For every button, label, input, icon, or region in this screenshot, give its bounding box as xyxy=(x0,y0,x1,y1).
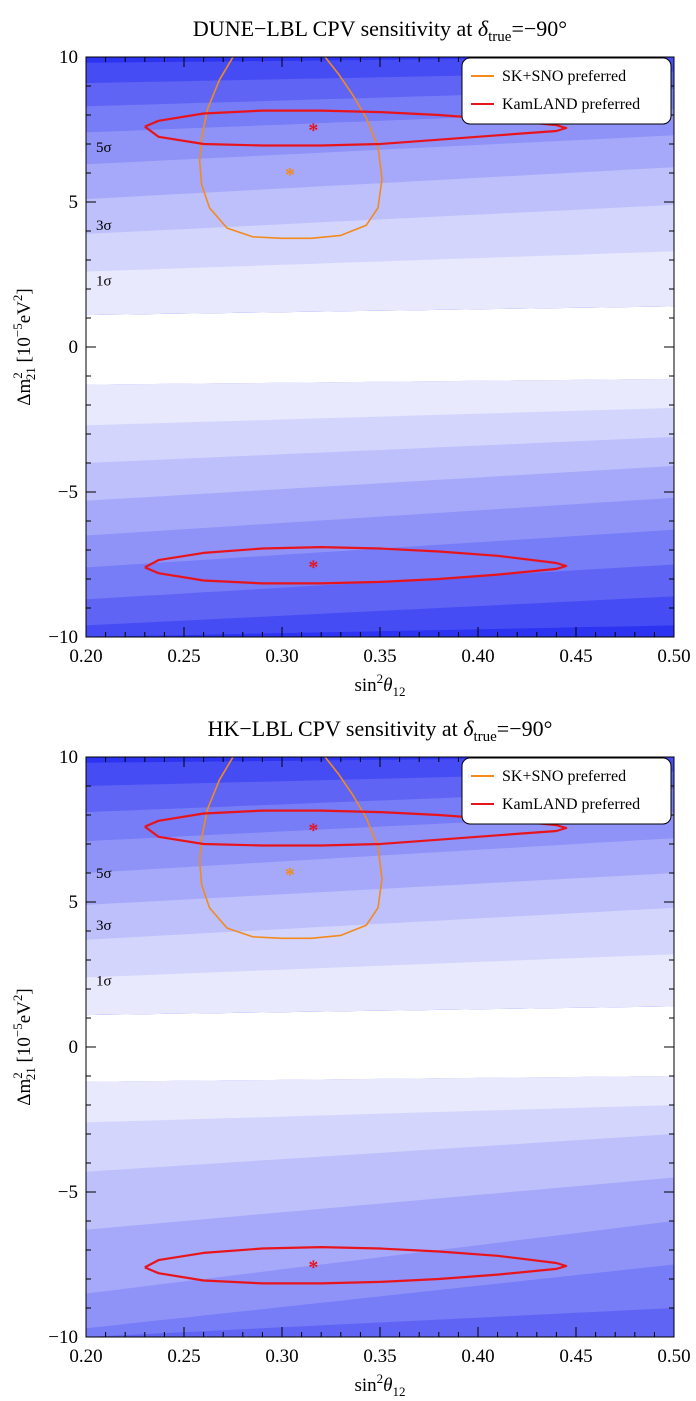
sigma-label: 3σ xyxy=(96,918,112,934)
contour-bands-lower-top xyxy=(81,1076,679,1342)
sigma-label: 3σ xyxy=(96,218,112,234)
x-axis-label: sin2θ12 xyxy=(354,671,405,699)
best-fit-star-marker: * xyxy=(285,164,295,186)
sigma-label: 5σ xyxy=(96,140,112,156)
hk-sensitivity-panel: * * * 0.20 0.25 0.30 0.35 0.40 0.45 0.50 −10 −5 0 5 10… xyxy=(0,700,696,1400)
contour-band-central xyxy=(86,1006,674,1081)
x-axis-label: sin2θ12 xyxy=(354,1371,405,1399)
x-tick-label: 0.25 xyxy=(167,646,200,667)
sigma-label: 1σ xyxy=(96,973,112,989)
x-tick-label: 0.20 xyxy=(69,646,102,667)
y-tick-label: −5 xyxy=(58,1182,78,1203)
contour-band-central xyxy=(86,306,674,384)
chart-title: HK−LBL CPV sensitivity at δtrue=−90° xyxy=(208,716,553,745)
contour-bands xyxy=(81,752,679,1342)
x-tick-label: 0.20 xyxy=(69,1346,102,1367)
chart-title: DUNE−LBL CPV sensitivity at δtrue=−90° xyxy=(193,16,567,45)
legend: SK+SNO preferred KamLAND preferred xyxy=(462,758,671,824)
dune-contour-chart: * * * 0.20 0.25 0.30 0.35 0.40 0.45 0.50 −10 −5 0 5 10… xyxy=(0,0,696,700)
sigma-label: 5σ xyxy=(96,866,112,882)
x-tick-label: 0.45 xyxy=(559,646,592,667)
y-tick-label: 10 xyxy=(59,47,78,68)
x-tick-label: 0.40 xyxy=(461,646,494,667)
dune-sensitivity-panel: * * * 0.20 0.25 0.30 0.35 0.40 0.45 0.50 −10 −5 0 5 10… xyxy=(0,0,696,700)
y-tick-label: −10 xyxy=(48,1327,78,1348)
x-tick-label: 0.30 xyxy=(265,1346,298,1367)
y-tick-label: 5 xyxy=(69,192,79,213)
contour-bands-lower-top xyxy=(81,379,679,642)
x-tick-label: 0.50 xyxy=(657,1346,690,1367)
legend-entry-label: SK+SNO preferred xyxy=(502,768,626,785)
x-tick-label: 0.45 xyxy=(559,1346,592,1367)
best-fit-star-marker: * xyxy=(285,864,295,886)
x-tick-label: 0.35 xyxy=(363,1346,396,1367)
best-fit-star-marker: * xyxy=(308,557,318,579)
legend: SK+SNO preferred KamLAND preferred xyxy=(462,58,671,124)
legend-entry-label: KamLAND preferred xyxy=(502,96,640,113)
y-axis-label: Δm221 [10−5eV2] xyxy=(10,288,38,405)
x-tick-label: 0.50 xyxy=(657,646,690,667)
y-tick-label: 5 xyxy=(69,892,79,913)
legend-entry-label: KamLAND preferred xyxy=(502,796,640,813)
x-tick-label: 0.35 xyxy=(363,646,396,667)
x-tick-label: 0.30 xyxy=(265,646,298,667)
x-tick-label: 0.40 xyxy=(461,1346,494,1367)
contour-bands xyxy=(81,52,679,642)
y-axis-label: Δm221 [10−5eV2] xyxy=(10,988,38,1105)
hk-contour-chart: * * * 0.20 0.25 0.30 0.35 0.40 0.45 0.50 −10 −5 0 5 10… xyxy=(0,700,696,1400)
legend-entry-label: SK+SNO preferred xyxy=(502,68,626,85)
sigma-label: 1σ xyxy=(96,273,112,289)
best-fit-star-marker: * xyxy=(308,819,318,841)
y-tick-label: 0 xyxy=(69,337,79,358)
y-tick-label: −5 xyxy=(58,482,78,503)
x-tick-label: 0.25 xyxy=(167,1346,200,1367)
best-fit-star-marker: * xyxy=(308,1257,318,1279)
best-fit-star-marker: * xyxy=(308,119,318,141)
y-tick-label: 10 xyxy=(59,747,78,768)
y-tick-label: 0 xyxy=(69,1037,79,1058)
y-tick-label: −10 xyxy=(48,627,78,648)
